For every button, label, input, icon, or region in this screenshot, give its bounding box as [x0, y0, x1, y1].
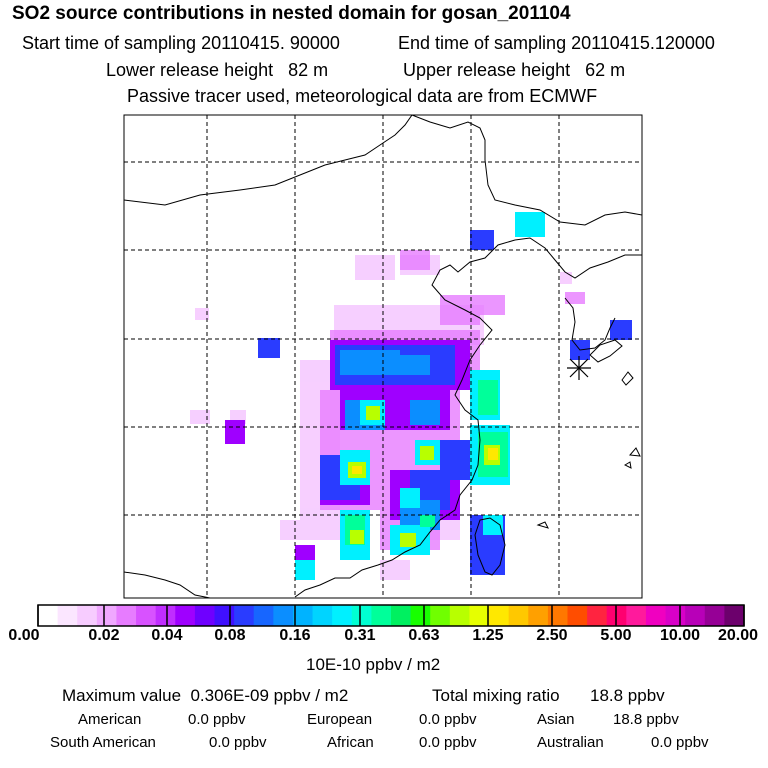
- colorbar-swatch: [214, 605, 235, 626]
- colorbar-swatch: [371, 605, 392, 626]
- plume-layer: [190, 212, 632, 580]
- colorbar-swatch: [724, 605, 745, 626]
- source-name: Asian: [537, 711, 575, 728]
- colorbar-tick-label: 0.31: [344, 627, 376, 644]
- colorbar-tick-label: 10.00: [659, 627, 701, 644]
- source-value: 0.0 ppbv: [209, 734, 267, 751]
- colorbar-swatch: [626, 605, 647, 626]
- colorbar-swatch: [292, 605, 314, 626]
- colorbar-swatch: [410, 605, 431, 626]
- colorbar-tick-label: 20.00: [717, 627, 759, 644]
- colorbar-swatch: [38, 605, 59, 626]
- colorbar-ticks: [37, 605, 745, 626]
- source-value: 0.0 ppbv: [419, 734, 477, 751]
- colorbar-unit: 10E-10 ppbv / m2: [306, 655, 441, 674]
- colorbar-swatch: [508, 605, 529, 626]
- colorbar-swatch: [645, 605, 667, 626]
- colorbar-swatch: [77, 605, 98, 626]
- total-mixing-label: Total mixing ratio: [432, 686, 560, 705]
- colorbar-swatch: [606, 605, 627, 626]
- colorbar-tick-label: 0.00: [8, 627, 40, 644]
- source-value: 0.0 ppbv: [419, 711, 477, 728]
- colorbar-frame: [37, 604, 745, 627]
- colorbar-swatch: [116, 605, 137, 626]
- colorbar-swatch: [547, 605, 568, 626]
- source-name: African: [327, 734, 374, 751]
- colorbar-swatch: [155, 605, 176, 626]
- colorbar-swatch: [136, 605, 157, 626]
- colorbar-swatch: [665, 605, 686, 626]
- colorbar-swatch: [587, 605, 608, 626]
- source-value: 0.0 ppbv: [188, 711, 246, 728]
- lower-release-label: Lower release height 82 m: [106, 60, 329, 80]
- colorbar-tick-label: 0.16: [279, 627, 311, 644]
- colorbar-swatch: [253, 605, 274, 626]
- source-value: 18.8 ppbv: [613, 711, 679, 728]
- colorbar-tick-label: 0.63: [408, 627, 440, 644]
- colorbar-swatch: [57, 605, 78, 626]
- colorbar-swatch: [430, 605, 451, 626]
- colorbar-swatch: [273, 605, 294, 626]
- graticule: [124, 115, 642, 598]
- source-name: South American: [50, 734, 156, 751]
- max-value-label: Maximum value 0.306E-09 ppbv / m2: [62, 686, 349, 705]
- colorbar-swatch: [96, 605, 117, 626]
- colorbar-swatch: [391, 605, 412, 626]
- colorbar-swatch: [449, 605, 470, 626]
- colorbar-swatch: [704, 605, 725, 626]
- colorbar-swatch: [194, 605, 215, 626]
- coastline: [124, 115, 642, 598]
- end-time-label: End time of sampling 20110415.120000: [398, 33, 715, 53]
- source-name: American: [78, 711, 142, 728]
- colorbar-swatch: [489, 605, 510, 626]
- source-name: European: [307, 711, 373, 728]
- colorbar-tick-label: 0.02: [88, 627, 120, 644]
- colorbar-swatch: [567, 605, 588, 626]
- colorbar-tick-label: 0.04: [151, 627, 183, 644]
- colorbar-swatch: [351, 605, 372, 626]
- tracer-note: Passive tracer used, meteorological data…: [127, 86, 598, 106]
- source-name: Australian: [537, 734, 604, 751]
- colorbar-tick-label: 0.08: [214, 627, 246, 644]
- colorbar-swatch: [234, 605, 255, 626]
- page-title: SO2 source contributions in nested domai…: [12, 3, 571, 24]
- source-value: 0.0 ppbv: [651, 734, 709, 751]
- colorbar-tick-label: 5.00: [600, 627, 632, 644]
- colorbar-swatch: [312, 605, 333, 626]
- colorbar-swatch: [175, 605, 196, 626]
- colorbar-swatch: [332, 605, 353, 626]
- start-time-label: Start time of sampling 20110415. 90000: [22, 33, 340, 53]
- colorbar-swatch: [685, 605, 706, 626]
- colorbar-tick-label: 1.25: [472, 627, 504, 644]
- colorbar: [38, 605, 745, 626]
- asterisk-icon: [567, 356, 591, 380]
- colorbar-swatch: [469, 605, 490, 626]
- map-frame: [123, 114, 643, 599]
- colorbar-swatch: [528, 605, 549, 626]
- upper-release-label: Upper release height 62 m: [403, 60, 626, 80]
- total-mixing-value: 18.8 ppbv: [590, 686, 665, 705]
- colorbar-tick-label: 2.50: [536, 627, 568, 644]
